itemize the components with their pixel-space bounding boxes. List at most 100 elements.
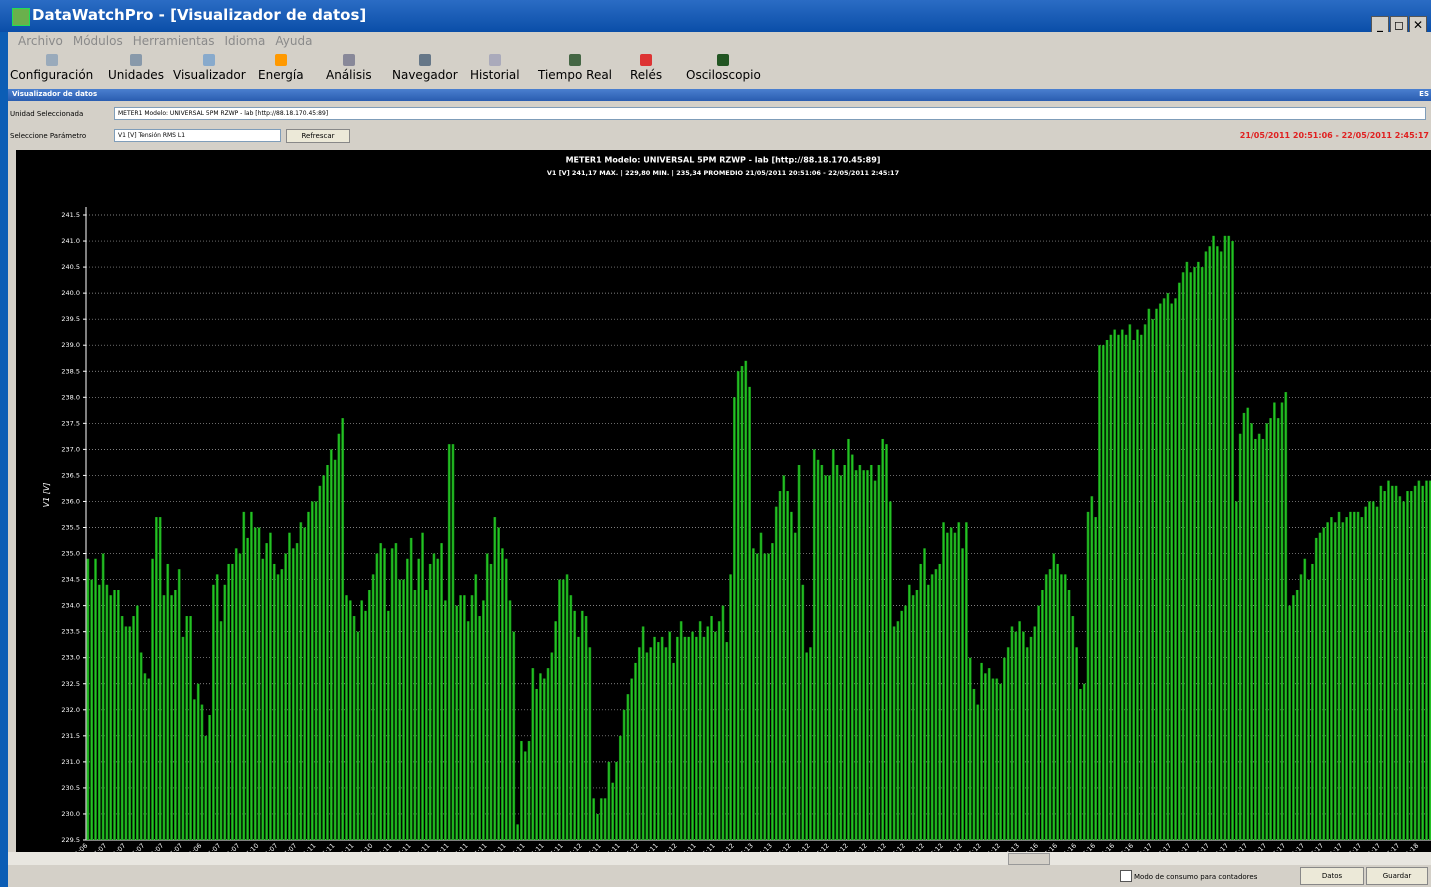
language[interactable]: ES	[1419, 90, 1429, 98]
bar	[1033, 626, 1037, 840]
bar	[702, 636, 706, 840]
bar	[455, 605, 459, 840]
save-button[interactable]: Guardar	[1366, 867, 1428, 885]
menu-item[interactable]: Módulos	[72, 34, 123, 48]
bar	[1215, 246, 1219, 840]
bar	[888, 501, 892, 840]
bar	[1387, 480, 1390, 840]
bar	[1117, 334, 1120, 840]
param-combobox[interactable]: V1 [V] Tensión RMS L1	[114, 129, 281, 142]
bar	[824, 475, 828, 840]
y-tick-label: 230.0	[61, 810, 80, 818]
refresh-button[interactable]: Refrescar	[286, 129, 350, 143]
toolbar-button[interactable]: Historial	[470, 52, 520, 82]
bar	[1162, 298, 1166, 840]
unit-combobox[interactable]: METER1 Modelo: UNIVERSAL 5PM RZWP - lab …	[114, 107, 1426, 120]
bar	[443, 600, 447, 840]
bar	[847, 438, 850, 840]
menu-item[interactable]: Ayuda	[275, 34, 313, 48]
bar	[892, 626, 896, 840]
bar	[649, 647, 653, 840]
bar	[1025, 647, 1029, 840]
x-tick-label: 2:01:17	[1245, 842, 1268, 852]
toolbar-button[interactable]: Tiempo Real	[538, 52, 612, 82]
bar	[512, 631, 516, 840]
bar	[637, 647, 641, 840]
menu-item[interactable]: Idioma	[224, 34, 266, 48]
bar	[375, 553, 379, 840]
y-tick-label: 238.0	[61, 393, 80, 401]
menu-item[interactable]: Herramientas	[132, 34, 215, 48]
bar	[873, 480, 877, 840]
bar	[915, 590, 919, 840]
data-button[interactable]: Datos	[1300, 867, 1364, 885]
bar	[679, 621, 683, 840]
bar	[379, 543, 383, 840]
bar	[1375, 506, 1379, 840]
toolbar-button[interactable]: Relés	[630, 52, 662, 82]
toolbar-label: Energía	[258, 68, 304, 82]
y-tick-label: 239.5	[61, 315, 80, 323]
x-tick-label: 1:41:17	[1169, 842, 1192, 852]
x-tick-label: 0:41:12	[941, 842, 964, 852]
scroll-thumb[interactable]	[1008, 853, 1050, 865]
bar	[193, 699, 196, 840]
toolbar-icon	[488, 54, 501, 66]
menu-bar: Archivo Módulos Herramientas Idioma Ayuda	[18, 34, 322, 48]
date-range: 21/05/2011 20:51:06 - 22/05/2011 2:45:17	[1239, 131, 1429, 140]
bar	[759, 532, 763, 840]
bar	[1158, 303, 1162, 840]
toolbar-button[interactable]: Análisis	[326, 52, 372, 82]
toolbar-button[interactable]: Unidades	[108, 52, 164, 82]
y-tick-label: 234.5	[61, 576, 80, 584]
toolbar-button[interactable]: Osciloscopio	[686, 52, 761, 82]
chart-title: METER1 Modelo: UNIVERSAL 5PM RZWP - lab …	[566, 156, 881, 165]
bar	[706, 626, 710, 840]
bar	[1193, 267, 1196, 840]
bar	[116, 590, 120, 840]
bar	[683, 636, 687, 840]
bar	[151, 558, 154, 840]
bar	[1056, 563, 1059, 840]
bar	[972, 688, 976, 840]
bar	[926, 584, 930, 840]
bar	[428, 563, 432, 840]
bar	[276, 574, 280, 840]
bar	[588, 647, 592, 840]
bar	[630, 678, 634, 840]
app-icon	[12, 8, 30, 26]
menu-item[interactable]: Archivo	[18, 34, 63, 48]
toolbar-button[interactable]: Navegador	[392, 52, 458, 82]
bar	[653, 636, 656, 840]
bar	[645, 652, 649, 840]
param-value: V1 [V] Tensión RMS L1	[118, 132, 186, 139]
x-tick-label: 2:26:17	[1340, 842, 1363, 852]
horizontal-scrollbar[interactable]	[8, 852, 1431, 865]
y-tick-label: 229.5	[61, 836, 80, 844]
y-tick-label: 232.0	[61, 706, 80, 714]
bar	[166, 563, 170, 840]
y-tick-label: 238.5	[61, 367, 80, 375]
bar	[1132, 340, 1136, 840]
toolbar-button[interactable]: Configuración	[10, 52, 93, 82]
bar	[113, 590, 116, 840]
bar	[945, 532, 949, 840]
bar	[1273, 402, 1276, 840]
bar	[265, 543, 269, 840]
bar	[782, 475, 786, 840]
consumption-checkbox[interactable]	[1120, 870, 1132, 882]
bar	[291, 548, 295, 840]
bar	[215, 574, 219, 840]
toolbar-label: Configuración	[10, 68, 94, 82]
bar	[1120, 329, 1124, 840]
bar	[1041, 590, 1044, 840]
toolbar-button[interactable]: Visualizador	[173, 52, 246, 82]
bar	[603, 798, 607, 840]
bar	[326, 465, 329, 840]
bar	[200, 704, 204, 840]
restore-button[interactable]: ◻	[1390, 16, 1408, 34]
bar	[409, 537, 413, 840]
bar	[539, 673, 542, 840]
toolbar-button[interactable]: Energía	[258, 52, 304, 82]
bar	[755, 553, 759, 840]
